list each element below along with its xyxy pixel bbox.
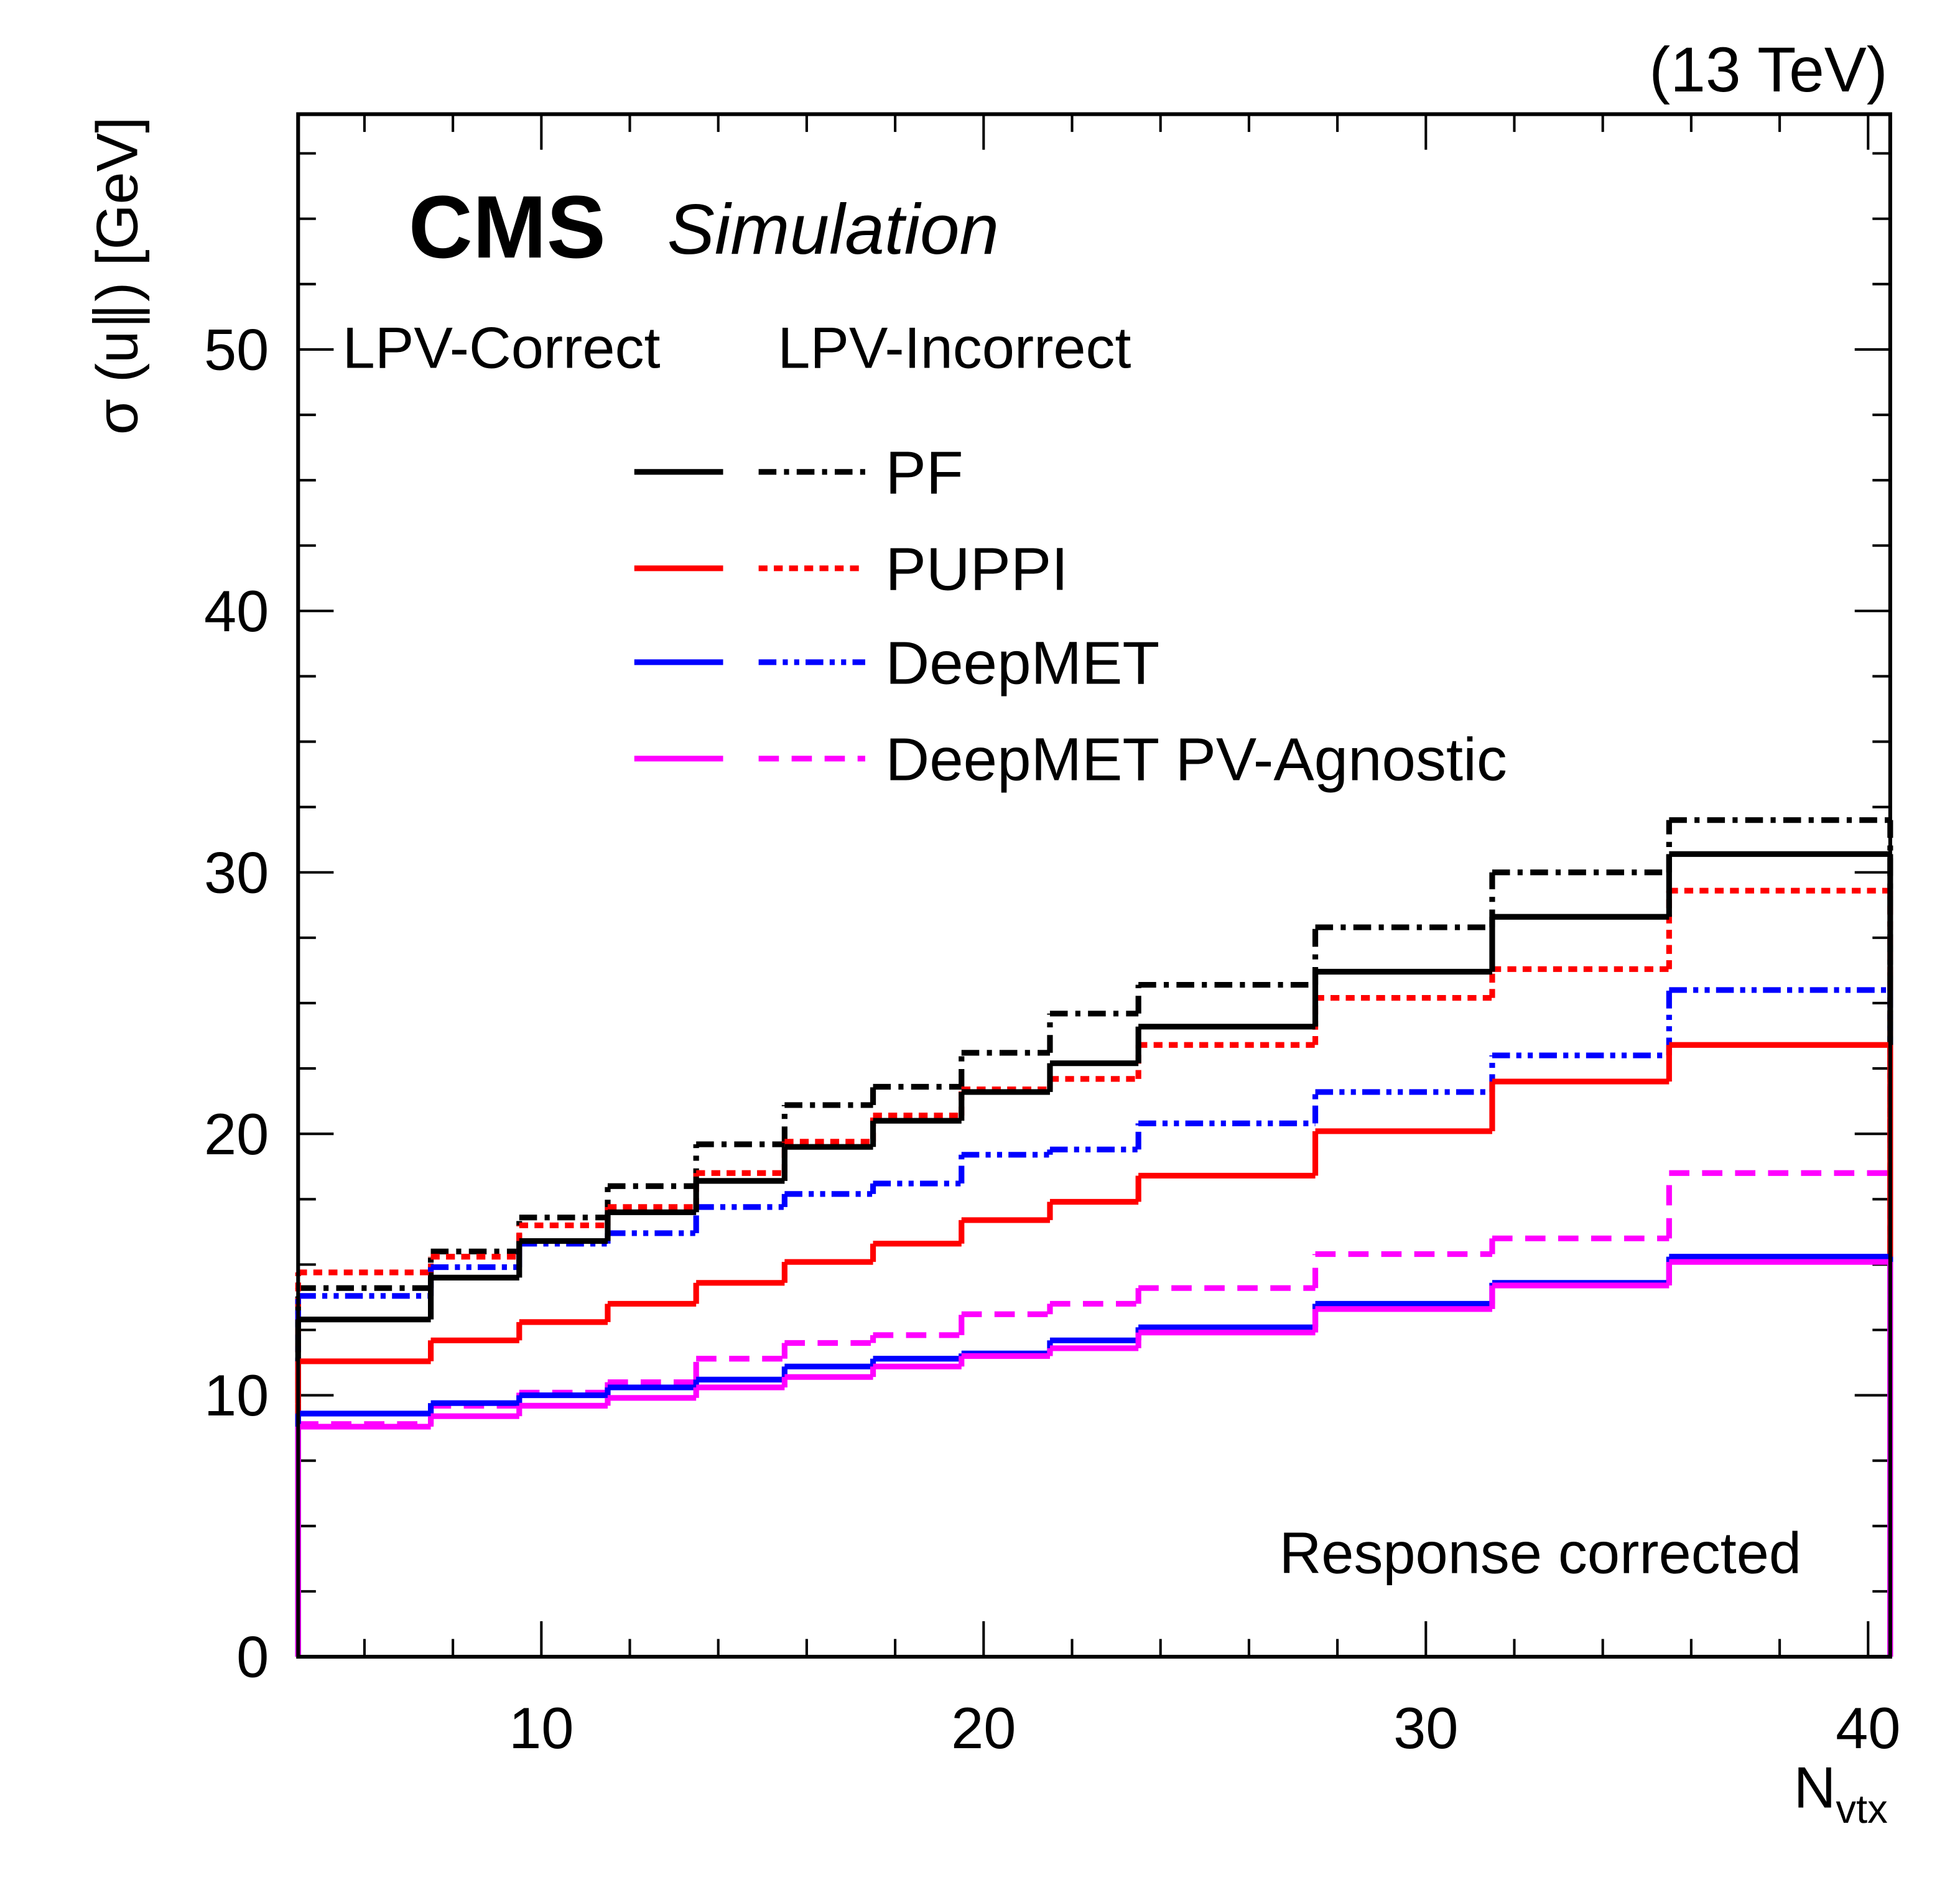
y-tick-label: 30 — [204, 840, 269, 905]
x-axis-label-base: N — [1794, 1755, 1836, 1820]
y-tick-label: 50 — [204, 317, 269, 382]
legend-label: DeepMET — [886, 628, 1160, 697]
x-tick-label: 40 — [1836, 1695, 1900, 1761]
x-tick-label: 20 — [951, 1695, 1016, 1761]
x-axis-label-sub: vtx — [1836, 1786, 1887, 1831]
legend-label: PUPPI — [886, 535, 1069, 603]
legend-label: DeepMET PV-Agnostic — [886, 725, 1507, 793]
x-tick-label: 10 — [509, 1695, 574, 1761]
legend-label: PF — [886, 438, 964, 506]
y-tick-label: 20 — [204, 1101, 269, 1167]
experiment-label: CMS — [409, 178, 606, 277]
legend-column-header: LPV-Incorrect — [778, 315, 1131, 381]
y-tick-label: 0 — [236, 1624, 269, 1690]
y-tick-label: 40 — [204, 578, 269, 644]
energy-label: (13 TeV) — [1649, 34, 1888, 105]
y-axis-label: σ (u∥) [GeV] — [84, 117, 150, 435]
legend-column-header: LPV-Correct — [343, 315, 661, 381]
y-tick-label: 10 — [204, 1363, 269, 1428]
status-label: Simulation — [667, 190, 999, 269]
annotation: Response corrected — [1280, 1520, 1801, 1585]
plot-frame — [296, 112, 1892, 1659]
x-axis-label: Nvtx — [1794, 1755, 1888, 1831]
x-tick-label: 30 — [1393, 1695, 1458, 1761]
